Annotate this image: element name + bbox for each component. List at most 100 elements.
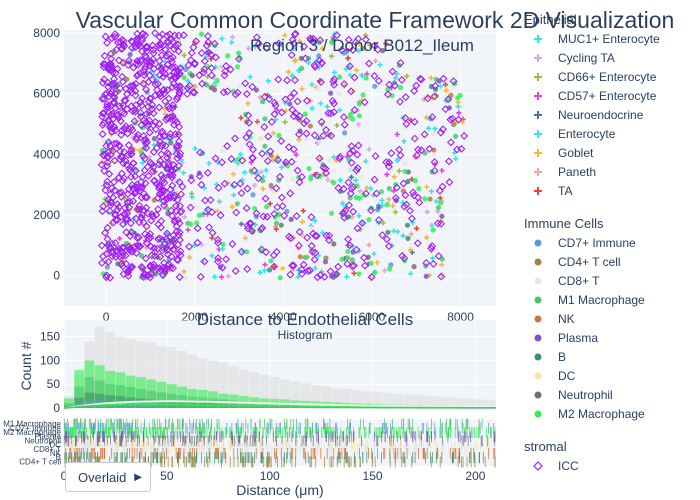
legend-item-label[interactable]: ICC: [558, 459, 579, 473]
scatter-point-epithelial: [198, 242, 205, 248]
scatter-point-epithelial: [353, 67, 360, 73]
legend-item-label[interactable]: DC: [558, 369, 576, 383]
scatter-point-immune: [181, 75, 187, 81]
scatter-point-icc: [168, 53, 177, 62]
scatter-point-icc: [366, 206, 375, 215]
scatter-point-icc: [151, 117, 160, 126]
legend-item-label[interactable]: Plasma: [558, 331, 598, 345]
scatter-point-icc: [107, 65, 116, 74]
scatter-point-immune: [397, 85, 404, 91]
scatter-point-epithelial: [225, 273, 232, 279]
scatter-point-icc: [105, 207, 114, 215]
legend-item-label[interactable]: NK: [558, 312, 575, 326]
scatter-point-immune: [368, 260, 374, 266]
scatter-point-icc: [113, 110, 122, 119]
legend-item-label[interactable]: CD8+ T: [558, 274, 600, 288]
scatter-point-immune: [359, 173, 365, 180]
scatter-point-immune: [331, 168, 338, 174]
legend-item-label[interactable]: MUC1+ Enterocyte: [558, 32, 660, 46]
scatter-point-immune: [345, 248, 351, 255]
scatter-point-epithelial: [258, 169, 264, 175]
scatter-point-icc: [223, 142, 232, 151]
legend-item-label[interactable]: Cycling TA: [558, 51, 615, 65]
scatter-point-icc: [110, 156, 119, 165]
scatter-point-epithelial: [424, 234, 430, 241]
scatter-point-immune: [145, 110, 152, 117]
scatter-point-icc: [107, 54, 116, 63]
legend-item-label[interactable]: TA: [558, 184, 572, 198]
scatter-point-icc: [289, 112, 298, 121]
scatter-point-icc: [371, 152, 380, 161]
scatter-point-icc: [213, 257, 222, 266]
scatter-point-icc: [186, 56, 195, 65]
scatter-point-immune: [284, 208, 290, 214]
scatter-point-icc: [460, 131, 469, 140]
scatter-point-icc: [360, 253, 368, 262]
legend-item-label[interactable]: B: [558, 350, 566, 364]
scatter-point-epithelial: [237, 151, 243, 158]
scatter-point-icc: [106, 49, 115, 58]
scatter-point-icc: [311, 248, 320, 257]
scatter-point-immune: [306, 165, 312, 172]
legend-item-label[interactable]: M2 Macrophage: [558, 407, 645, 421]
scatter-point-icc: [141, 229, 150, 238]
legend-cross-marker: [534, 54, 542, 62]
legend-item-label[interactable]: CD57+ Enterocyte: [558, 89, 657, 103]
scatter-point-icc: [402, 119, 411, 128]
legend-item-label[interactable]: Neuroendocrine: [558, 108, 644, 122]
scatter-point-icc: [139, 67, 148, 76]
scatter-point-icc: [420, 130, 429, 139]
scatter-point-epithelial: [396, 168, 402, 174]
scatter-point-immune: [194, 220, 200, 226]
scatter-point-icc: [103, 100, 112, 109]
scatter-point-icc: [120, 109, 129, 118]
scatter-point-icc: [151, 91, 160, 100]
scatter-point-icc: [154, 235, 163, 244]
scatter-point-icc: [400, 254, 409, 263]
legend-item-label[interactable]: M1 Macrophage: [558, 293, 645, 307]
scatter-point-icc: [317, 58, 326, 67]
scatter-point-icc: [236, 179, 245, 188]
scatter-point-icc: [446, 115, 455, 124]
scatter-point-icc: [346, 189, 355, 198]
legend: Epithelial MUC1+ Enterocyte Cycling TA CD66…: [524, 12, 660, 473]
scatter-point-immune: [268, 258, 274, 264]
scatter-point-icc: [306, 266, 314, 275]
legend-item-label[interactable]: Paneth: [558, 165, 596, 179]
scatter-point-icc: [270, 110, 279, 119]
scatter-point-epithelial: [254, 170, 260, 177]
scatter-point-icc: [195, 71, 204, 80]
legend-item-label[interactable]: CD4+ T cell: [558, 255, 621, 269]
scatter-point-icc: [161, 45, 170, 54]
scatter-point-icc: [427, 244, 436, 253]
scatter-point-immune: [307, 123, 313, 129]
scatter-point-icc: [329, 99, 338, 108]
scatter-point-icc: [270, 98, 279, 107]
scatter-point-immune: [104, 264, 110, 270]
scatter-point-icc: [354, 141, 363, 150]
scatter-point-icc: [423, 94, 432, 103]
legend-item-label[interactable]: Enterocyte: [558, 127, 616, 141]
barmode-dropdown-button[interactable]: Overlaid ▶: [65, 462, 151, 492]
scatter-point-icc: [313, 273, 322, 282]
legend-item-label[interactable]: Goblet: [558, 146, 594, 160]
scatter-point-icc: [159, 201, 168, 210]
legend-item-label[interactable]: Neutrophil: [558, 388, 613, 402]
scatter-point-icc: [295, 112, 304, 121]
scatter-point-icc: [128, 126, 137, 135]
scatter-point-icc: [140, 71, 149, 80]
scatter-point-epithelial: [220, 246, 226, 252]
scatter-point-immune: [121, 117, 127, 123]
scatter-point-icc: [300, 42, 309, 51]
scatter-point-epithelial: [215, 208, 221, 214]
legend-circle-marker: [534, 391, 542, 399]
scatter-point-icc: [374, 216, 383, 225]
scatter-point-icc: [334, 262, 343, 271]
scatter-point-icc: [260, 122, 269, 131]
legend-item-label[interactable]: CD66+ Enterocyte: [558, 70, 657, 84]
legend-item-label[interactable]: CD7+ Immune: [558, 236, 636, 250]
scatter-point-icc: [345, 62, 354, 71]
scatter-point-icc: [176, 82, 185, 91]
scatter-point-icc: [111, 89, 120, 98]
scatter-point-immune: [250, 192, 256, 198]
